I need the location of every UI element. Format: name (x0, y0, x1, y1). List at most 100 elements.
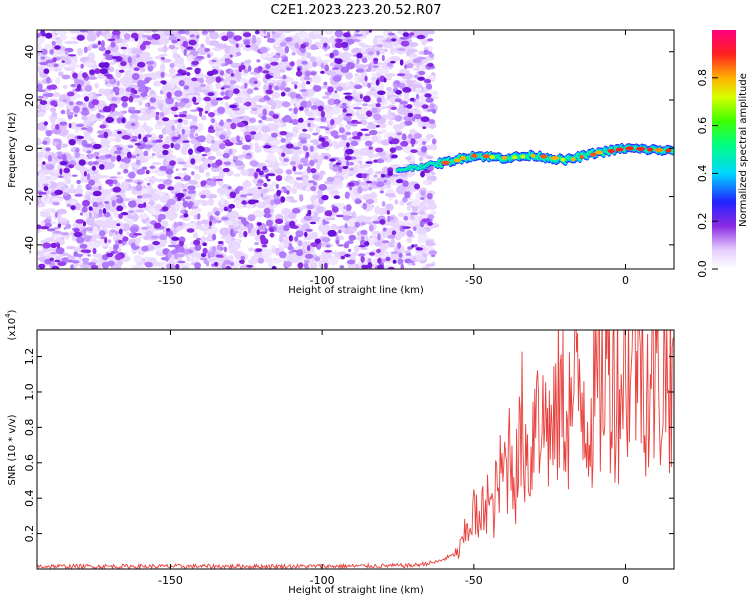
noise-blob (52, 197, 64, 202)
noise-blob (278, 243, 285, 249)
noise-blob (132, 54, 137, 64)
noise-blob (167, 250, 173, 258)
noise-blob (63, 187, 69, 193)
noise-blob (332, 49, 339, 57)
noise-blob (390, 238, 395, 244)
noise-blob (404, 91, 409, 99)
noise-blob (165, 73, 175, 77)
noise-blob (178, 114, 187, 118)
noise-blob (285, 169, 293, 175)
noise-blob (345, 113, 353, 117)
noise-blob (275, 218, 284, 224)
noise-blob (227, 210, 240, 219)
noise-blob (103, 91, 111, 97)
noise-blob (86, 150, 92, 154)
noise-blob (82, 72, 88, 79)
noise-blob (421, 218, 431, 222)
noise-blob (71, 260, 80, 264)
noise-blob (333, 177, 342, 185)
noise-blob (202, 247, 208, 255)
noise-blob (61, 74, 71, 80)
noise-blob (81, 127, 88, 130)
noise-blob (45, 164, 55, 170)
y-tick-label: 0.4 (23, 489, 36, 507)
noise-blob (373, 60, 379, 65)
noise-blob (201, 219, 209, 225)
noise-blob (340, 41, 349, 49)
noise-blob (54, 211, 58, 218)
noise-blob (116, 117, 122, 124)
noise-blob (90, 175, 97, 180)
noise-blob (68, 123, 72, 129)
noise-blob (331, 206, 339, 213)
signal-peak (482, 154, 490, 159)
noise-blob (373, 46, 382, 50)
noise-blob (147, 56, 153, 62)
noise-blob (270, 61, 279, 66)
noise-blob (160, 58, 172, 63)
noise-blob (281, 208, 292, 216)
noise-blob (63, 226, 67, 230)
noise-blob (288, 107, 293, 112)
noise-blob (375, 79, 380, 86)
noise-blob (220, 91, 225, 96)
noise-blob (215, 76, 222, 83)
noise-blob (426, 175, 437, 182)
noise-blob (266, 152, 275, 162)
noise-blob (279, 69, 286, 73)
noise-blob (373, 197, 378, 204)
noise-blob (285, 37, 293, 42)
noise-blob (138, 73, 144, 81)
noise-blob (86, 216, 95, 226)
noise-blob (307, 117, 315, 121)
noise-blob (247, 65, 252, 72)
noise-blob (144, 262, 153, 268)
noise-blob (51, 33, 56, 42)
noise-blob (191, 77, 198, 82)
noise-blob (327, 86, 334, 93)
noise-blob (82, 62, 94, 67)
noise-blob (267, 262, 273, 268)
noise-blob (329, 256, 339, 266)
noise-blob (223, 259, 232, 265)
noise-blob (379, 219, 386, 225)
noise-blob (271, 132, 278, 138)
noise-blob (196, 220, 202, 226)
noise-blob (227, 185, 232, 190)
noise-blob (138, 133, 142, 140)
noise-blob (347, 182, 355, 187)
noise-blob (159, 111, 165, 118)
noise-blob (426, 133, 432, 141)
noise-blob (261, 125, 271, 133)
noise-blob (158, 101, 164, 110)
noise-blob (174, 252, 179, 260)
noise-blob (269, 232, 275, 238)
noise-blob (238, 231, 243, 239)
noise-blob (76, 236, 85, 244)
noise-blob (290, 100, 298, 104)
noise-blob (170, 83, 175, 88)
noise-blob (182, 189, 188, 192)
noise-blob (130, 122, 136, 127)
svg-text:(x104): (x104) (4, 309, 18, 340)
noise-blob (401, 133, 407, 141)
noise-blob (359, 93, 363, 99)
noise-blob (136, 153, 140, 157)
noise-blob (346, 160, 350, 167)
noise-blob (171, 124, 176, 132)
noise-blob (336, 107, 342, 111)
noise-blob (305, 213, 310, 216)
noise-blob (44, 43, 52, 50)
noise-blob (74, 202, 82, 211)
noise-blob (207, 128, 216, 133)
noise-blob (372, 65, 379, 68)
noise-blob (239, 127, 246, 132)
noise-blob (123, 168, 129, 174)
noise-blob (427, 180, 433, 185)
noise-blob (45, 130, 52, 137)
noise-blob (177, 161, 187, 165)
noise-blob (232, 155, 239, 160)
noise-blob (365, 161, 373, 164)
noise-blob (338, 127, 345, 134)
noise-blob (113, 211, 119, 218)
